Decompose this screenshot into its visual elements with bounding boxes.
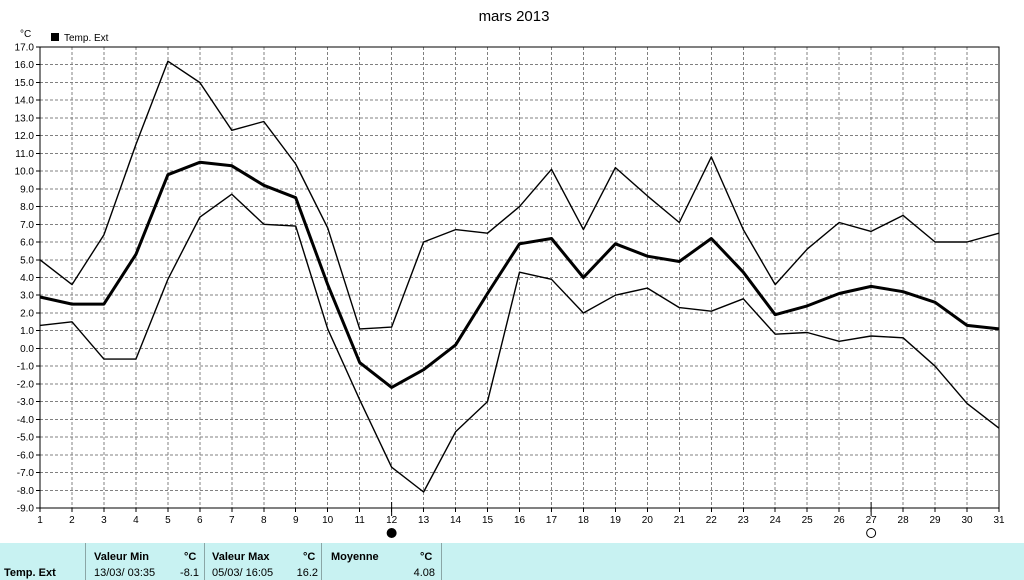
y-tick-label: -8.0 <box>17 486 35 497</box>
y-tick-label: -5.0 <box>17 433 35 444</box>
stats-row-label-cell: Temp. Ext <box>0 543 85 580</box>
x-tick-label: 28 <box>898 515 910 526</box>
y-tick-label: 17.0 <box>15 43 35 54</box>
x-tick-label: 17 <box>546 515 558 526</box>
y-tick-label: 3.0 <box>20 291 34 302</box>
min-datetime: 13/03/ 03:35 <box>94 567 156 579</box>
series-line-upper <box>39 60 1000 330</box>
x-tick-label: 12 <box>386 515 398 526</box>
avg-header: Moyenne <box>331 551 379 563</box>
y-tick-label: 1.0 <box>20 326 34 337</box>
x-tick-label: 20 <box>642 515 654 526</box>
y-tick-label: 10.0 <box>15 167 35 178</box>
x-tick-label: 14 <box>450 515 462 526</box>
x-tick-label: 19 <box>610 515 622 526</box>
x-tick-label: 9 <box>293 515 299 526</box>
x-tick-label: 26 <box>834 515 846 526</box>
x-tick-label: 10 <box>322 515 334 526</box>
x-tick-label: 1 <box>37 515 43 526</box>
x-tick-label: 24 <box>770 515 782 526</box>
y-tick-label: 7.0 <box>20 220 34 231</box>
min-header: Valeur Min <box>94 551 150 563</box>
y-tick-label: -1.0 <box>17 362 35 373</box>
y-tick-label: 4.0 <box>20 273 34 284</box>
y-tick-label: 5.0 <box>20 255 34 266</box>
x-tick-label: 13 <box>418 515 430 526</box>
y-tick-label: -7.0 <box>17 468 35 479</box>
series-line-middle <box>39 160 1000 389</box>
avg-unit: °C <box>420 551 433 563</box>
stats-row-label: Temp. Ext <box>4 567 56 579</box>
y-tick-label: -2.0 <box>17 379 35 390</box>
x-tick-label: 21 <box>674 515 686 526</box>
x-tick-label: 6 <box>197 515 203 526</box>
stats-bar: Temp. Ext Valeur Min °C 13/03/ 03:35 -8.… <box>0 543 1024 580</box>
x-tick-label: 22 <box>706 515 718 526</box>
plot-frame <box>39 46 1000 509</box>
x-tick-label: 27 <box>866 515 878 526</box>
x-tick-label: 31 <box>993 515 1005 526</box>
y-tick-label: 8.0 <box>20 202 34 213</box>
min-value: -8.1 <box>180 567 199 579</box>
y-tick-label: -3.0 <box>17 397 35 408</box>
y-tick-label: 14.0 <box>15 96 35 107</box>
x-tick-label: 18 <box>578 515 590 526</box>
series-line-lower <box>39 193 1000 493</box>
legend-label: Temp. Ext <box>64 33 109 44</box>
x-tick-label: 11 <box>354 515 365 526</box>
y-tick-label: 15.0 <box>15 78 35 89</box>
x-tick-label: 15 <box>482 515 494 526</box>
x-tick-label: 3 <box>101 515 107 526</box>
full-moon-icon <box>866 528 877 538</box>
chart-title: mars 2013 <box>479 8 550 25</box>
y-unit-label: °C <box>20 29 31 40</box>
stats-avg-cell: Moyenne °C 4.08 <box>321 543 442 580</box>
y-tick-label: 0.0 <box>20 344 34 355</box>
y-tick-label: 16.0 <box>15 60 35 71</box>
y-tick-label: 9.0 <box>20 184 34 195</box>
stats-min-cell: Valeur Min °C 13/03/ 03:35 -8.1 <box>85 543 205 580</box>
y-tick-label: -9.0 <box>17 504 35 515</box>
new-moon-icon <box>386 528 397 538</box>
x-tick-label: 2 <box>69 515 75 526</box>
temperature-chart: mars 2013 °C Temp. Ext -9.0 -8.0 -7.0 -6.0 -… <box>15 8 1005 538</box>
x-tick-label: 5 <box>165 515 171 526</box>
legend-swatch <box>51 33 59 41</box>
x-tick-label: 30 <box>961 515 973 526</box>
y-tick-label: -6.0 <box>17 450 35 461</box>
x-tick-label: 29 <box>930 515 942 526</box>
max-header: Valeur Max <box>212 551 270 563</box>
x-tick-label: 25 <box>802 515 814 526</box>
y-tick-label: 13.0 <box>15 113 35 124</box>
min-unit: °C <box>184 551 197 563</box>
y-tick-label: 11.0 <box>15 149 34 160</box>
y-tick-label: -4.0 <box>17 415 35 426</box>
max-unit: °C <box>303 551 316 563</box>
x-tick-label: 7 <box>229 515 235 526</box>
y-tick-label: 6.0 <box>20 238 34 249</box>
max-value: 16.2 <box>296 567 318 579</box>
x-tick-label: 4 <box>133 515 139 526</box>
avg-value: 4.08 <box>413 567 435 579</box>
x-tick-label: 16 <box>514 515 526 526</box>
y-tick-label: 2.0 <box>20 308 34 319</box>
stats-max-cell: Valeur Max °C 05/03/ 16:05 16.2 <box>204 543 322 580</box>
x-tick-label: 8 <box>261 515 267 526</box>
max-datetime: 05/03/ 16:05 <box>212 567 274 579</box>
x-tick-label: 23 <box>738 515 750 526</box>
y-tick-label: 12.0 <box>15 131 35 142</box>
